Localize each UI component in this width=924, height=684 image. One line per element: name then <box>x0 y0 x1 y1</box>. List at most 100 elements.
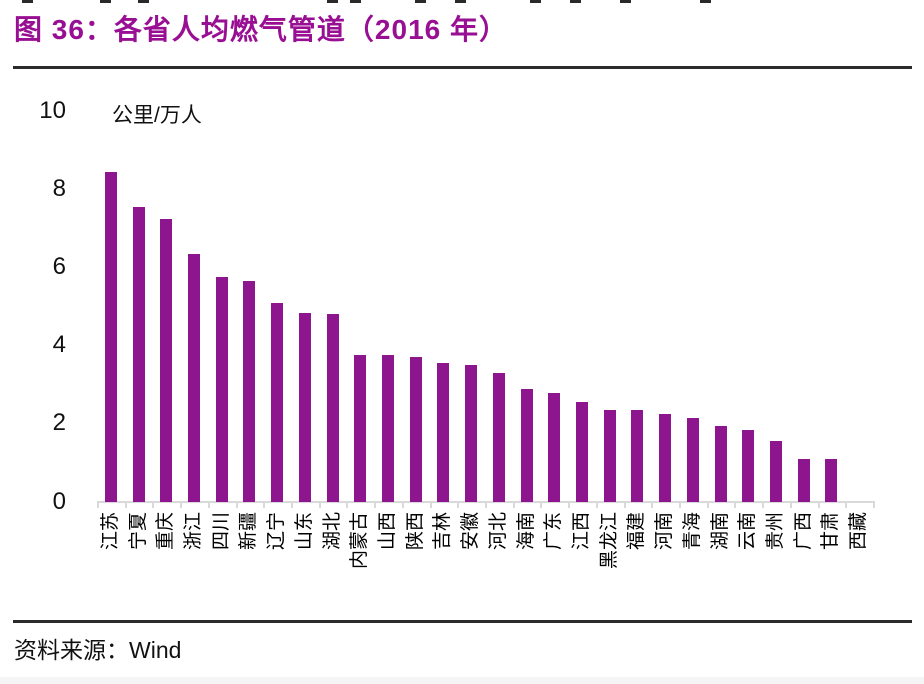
y-axis-tick-label: 0 <box>52 487 66 515</box>
title-divider-line <box>13 66 912 69</box>
x-axis-tick <box>678 501 681 508</box>
chart-bar <box>215 277 228 502</box>
clipped-text-artifact <box>700 0 711 3</box>
chart-bar <box>465 365 478 502</box>
chart-bar <box>825 459 838 502</box>
x-axis-tick <box>789 501 792 508</box>
x-axis-label: 湖南 <box>709 512 731 551</box>
x-axis-label: 安徽 <box>460 512 482 551</box>
x-axis-label: 西藏 <box>848 512 870 551</box>
x-axis-label: 甘肃 <box>820 512 842 551</box>
footer-divider-line <box>13 620 912 623</box>
y-axis-tick-label: 10 <box>39 96 66 124</box>
x-axis-tick <box>872 501 875 508</box>
clipped-text-artifact <box>455 0 466 3</box>
x-axis-label: 重庆 <box>155 512 177 551</box>
x-axis-tick <box>152 501 155 508</box>
chart-bar <box>797 459 810 502</box>
x-axis-tick <box>623 501 626 508</box>
chart-bar <box>271 302 284 502</box>
x-axis-tick <box>263 501 266 508</box>
chart-bar <box>659 414 672 502</box>
x-axis-tick <box>762 501 765 508</box>
y-axis-tick-label: 6 <box>52 253 66 281</box>
x-axis-label: 江苏 <box>99 512 121 551</box>
chart-bar <box>104 171 117 502</box>
x-axis-label: 黑龙江 <box>598 512 620 570</box>
chart-bar <box>160 218 173 502</box>
source-label: 资料来源： <box>14 638 129 664</box>
chart-bar <box>520 388 533 502</box>
x-axis-label: 云南 <box>737 512 759 551</box>
x-axis-label: 江西 <box>570 512 592 551</box>
x-axis-tick <box>124 501 127 508</box>
chart-bar <box>409 357 422 502</box>
chart-bar <box>575 402 588 502</box>
x-axis-label: 河北 <box>487 512 509 551</box>
x-axis-tick <box>235 501 238 508</box>
chart-bar <box>603 410 616 502</box>
x-axis-tick <box>845 501 848 508</box>
x-axis-label: 山东 <box>293 512 315 551</box>
y-axis-tick-label: 2 <box>52 409 66 437</box>
x-axis-label: 河南 <box>654 512 676 551</box>
x-axis-tick <box>706 501 709 508</box>
x-axis-label: 广西 <box>792 512 814 551</box>
x-axis-tick <box>734 501 737 508</box>
x-axis-label: 海南 <box>515 512 537 551</box>
chart-bar <box>187 253 200 502</box>
x-axis-tick <box>180 501 183 508</box>
chart-bar <box>742 429 755 502</box>
x-axis-label: 吉林 <box>432 512 454 551</box>
chart-bar <box>492 373 505 502</box>
x-axis-tick <box>207 501 210 508</box>
x-axis-tick <box>568 501 571 508</box>
x-axis-label: 福建 <box>626 512 648 551</box>
x-axis-label: 宁夏 <box>127 512 149 551</box>
clipped-text-artifact <box>350 0 361 3</box>
chart-bar <box>326 314 339 502</box>
x-axis-tick <box>97 501 99 508</box>
x-axis-tick <box>401 501 404 508</box>
clipped-text-artifact <box>570 0 581 3</box>
x-axis-label: 山西 <box>376 512 398 551</box>
x-axis-tick <box>595 501 598 508</box>
x-axis-tick <box>290 501 293 508</box>
chart-bar <box>686 417 699 502</box>
x-axis-tick <box>318 501 321 508</box>
clipped-text-artifact <box>100 0 111 3</box>
x-axis-label: 青海 <box>681 512 703 551</box>
x-axis-label: 贵州 <box>764 512 786 551</box>
clipped-text-artifact <box>620 0 631 3</box>
y-axis-tick-label: 8 <box>52 174 66 202</box>
x-axis-tick <box>817 501 820 508</box>
page-bottom-band <box>0 677 924 684</box>
chart-bar <box>298 312 311 502</box>
clipped-text-artifact <box>327 0 338 3</box>
y-axis-tick-label: 4 <box>52 331 66 359</box>
x-axis-label: 内蒙古 <box>349 512 371 570</box>
chart-bar <box>437 363 450 502</box>
clipped-text-artifact <box>530 0 541 3</box>
x-axis-tick <box>651 501 654 508</box>
x-axis-tick <box>540 501 543 508</box>
x-axis-label: 辽宁 <box>266 512 288 551</box>
x-axis-tick <box>429 501 432 508</box>
x-axis-tick <box>512 501 515 508</box>
chart-bar <box>132 207 145 502</box>
clipped-text-artifact <box>22 0 33 3</box>
x-axis-label: 陕西 <box>404 512 426 551</box>
clipped-text-artifact <box>138 0 149 3</box>
x-axis-tick <box>346 501 349 508</box>
source-value: Wind <box>129 637 182 663</box>
data-source-note: 资料来源：Wind <box>14 631 181 665</box>
chart-bar <box>548 392 561 502</box>
figure-title: 图 36：各省人均燃气管道（2016 年） <box>14 14 508 45</box>
x-axis-label: 湖北 <box>321 512 343 551</box>
x-axis-label: 浙江 <box>182 512 204 551</box>
x-axis-tick <box>374 501 377 508</box>
x-axis-label: 广东 <box>543 512 565 551</box>
chart-bar <box>714 425 727 502</box>
chart-bar <box>769 441 782 502</box>
